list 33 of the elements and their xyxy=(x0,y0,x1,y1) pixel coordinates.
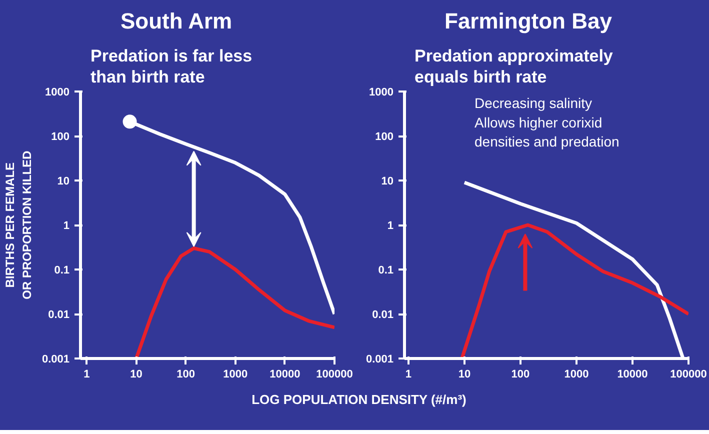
y-tick-label: 1 xyxy=(63,220,70,232)
chart-title: Farmington Bay xyxy=(444,8,613,34)
y-tick-label: 10 xyxy=(57,176,70,188)
x-tick-label: 10000 xyxy=(617,368,648,380)
y-tick-label: 0.1 xyxy=(54,264,70,276)
x-tick-label: 100 xyxy=(176,368,195,380)
x-tick-label: 1 xyxy=(84,368,90,380)
x-tick-label: 100 xyxy=(511,368,530,380)
x-tick-label: 1 xyxy=(405,368,412,380)
y-tick-label: 1 xyxy=(387,220,394,232)
y-tick-label: 100 xyxy=(51,131,70,143)
x-tick-label: 10000 xyxy=(270,368,300,380)
y-tick-label: 1000 xyxy=(369,86,394,98)
y-tick-label: 0.001 xyxy=(366,354,394,366)
x-tick-label: 1000 xyxy=(223,368,248,380)
y-tick-label: 0.1 xyxy=(378,264,394,276)
chart-subtitle: Predation is far less than birth rate xyxy=(90,46,252,86)
y-tick-label: 0.01 xyxy=(48,309,70,321)
x-tick-label: 100000 xyxy=(670,368,707,380)
chart-subtitle: Predation approximately equals birth rate xyxy=(414,46,614,86)
y-tick-label: 0.01 xyxy=(372,309,394,321)
y-axis-title: BIRTHS PER FEMALE OR PROPORTION KILLED xyxy=(3,150,34,300)
x-tick-label: 10 xyxy=(130,368,142,380)
chart-title: South Arm xyxy=(120,8,232,34)
y-tick-label: 10 xyxy=(381,176,394,188)
annotation: Decreasing salinity Allows higher corixid densities and predation xyxy=(474,95,620,150)
x-tick-label: 100000 xyxy=(316,368,353,380)
x-tick-label: 10 xyxy=(458,368,471,380)
x-axis-title: LOG POPULATION DENSITY (#/m³) xyxy=(252,391,466,409)
y-tick-label: 0.001 xyxy=(42,354,70,366)
y-tick-label: 1000 xyxy=(45,86,70,98)
y-tick-label: 100 xyxy=(375,131,394,143)
x-tick-label: 1000 xyxy=(564,368,589,380)
